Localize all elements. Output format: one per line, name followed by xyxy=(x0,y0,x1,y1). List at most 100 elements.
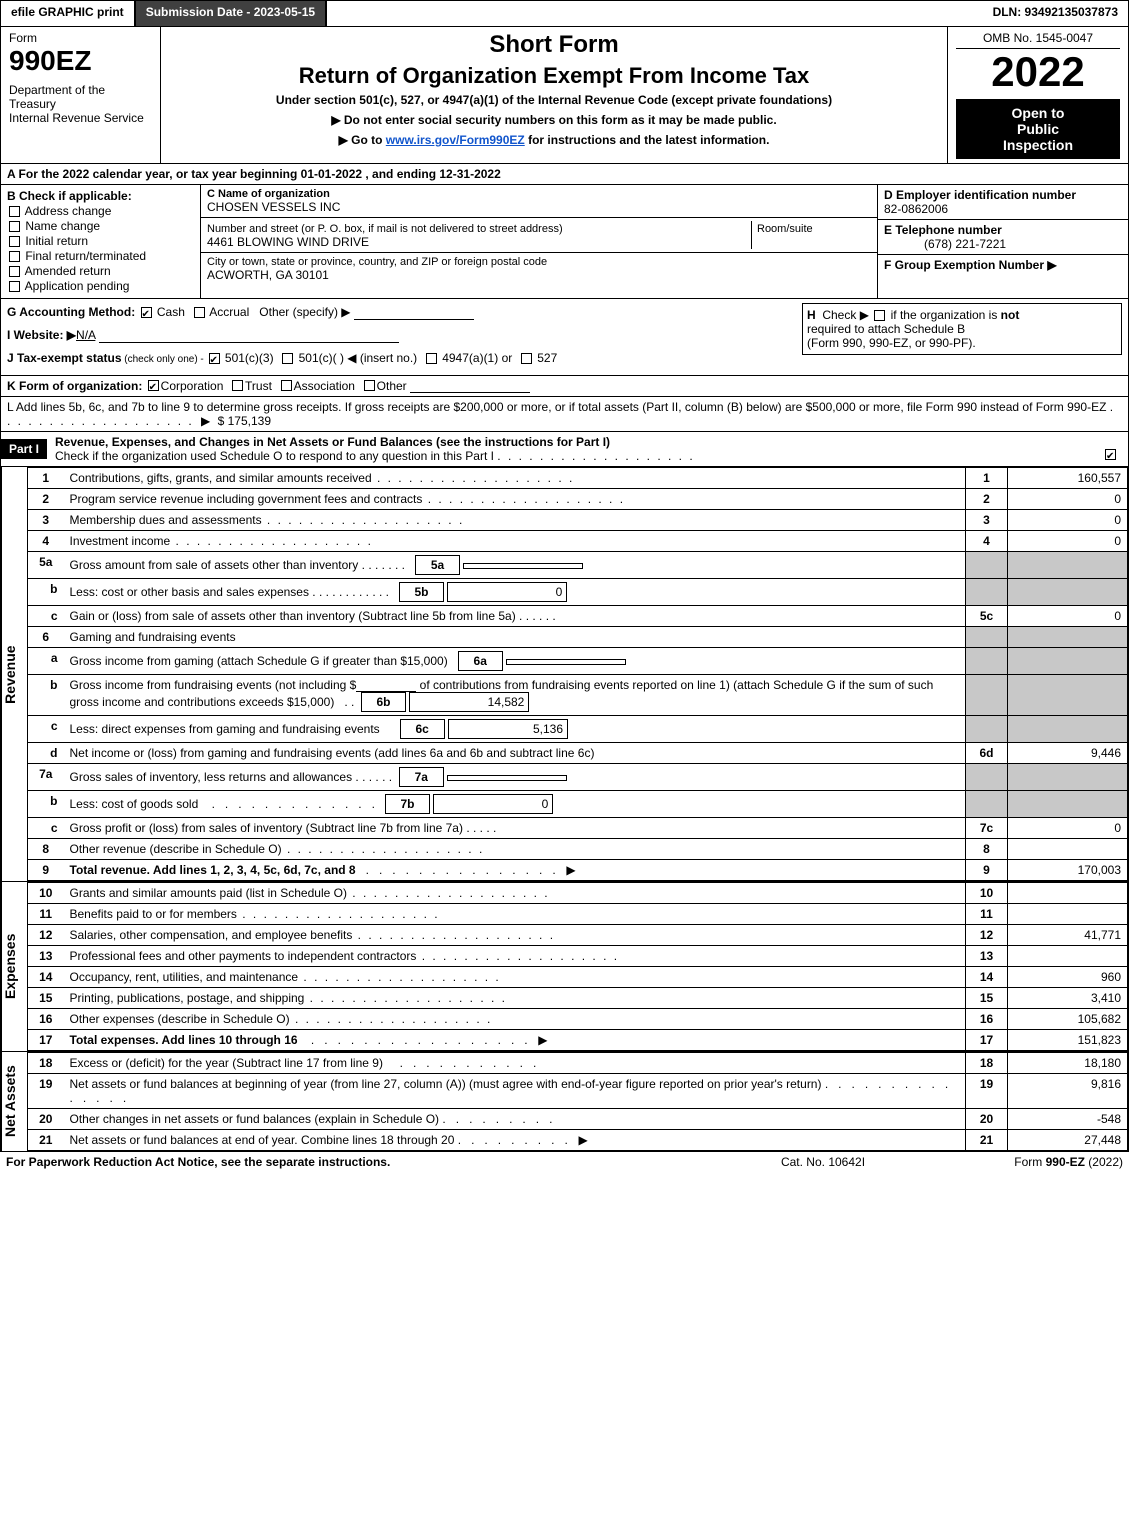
expenses-table: 10Grants and similar amounts paid (list … xyxy=(27,882,1128,1051)
checkbox-other-icon[interactable] xyxy=(364,380,375,391)
checkbox-501c-icon[interactable] xyxy=(282,353,293,364)
public: Public xyxy=(960,121,1116,137)
header-left: Form 990EZ Department of the Treasury In… xyxy=(1,27,161,163)
checkbox-cash-icon[interactable] xyxy=(141,307,152,318)
checkbox-accrual-icon[interactable] xyxy=(194,307,205,318)
b-item-4: Amended return xyxy=(25,264,111,278)
city-state-zip: ACWORTH, GA 30101 xyxy=(207,268,871,282)
ln: 3 xyxy=(28,509,64,530)
checkbox-assoc-icon[interactable] xyxy=(281,380,292,391)
line-1: 1Contributions, gifts, grants, and simil… xyxy=(28,467,1128,488)
txt: Less: cost of goods sold xyxy=(70,797,199,811)
checkbox-527-icon[interactable] xyxy=(521,353,532,364)
inbox: 6c xyxy=(400,719,445,739)
line-21: 21Net assets or fund balances at end of … xyxy=(28,1130,1128,1151)
ln: c xyxy=(28,716,64,743)
txt: Gross income from gaming (attach Schedul… xyxy=(70,654,448,668)
subtitle-2: ▶ Do not enter social security numbers o… xyxy=(169,113,939,127)
footer: For Paperwork Reduction Act Notice, see … xyxy=(0,1152,1129,1172)
val: 960 xyxy=(1008,967,1128,988)
gh-wrap: G Accounting Method: Cash Accrual Other … xyxy=(1,299,1128,376)
col-b: B Check if applicable: Address change Na… xyxy=(1,185,201,298)
ln: b xyxy=(28,791,64,818)
ln: 20 xyxy=(28,1109,64,1130)
val xyxy=(1008,904,1128,925)
arrow-icon xyxy=(534,1033,551,1047)
open-public-box: Open to Public Inspection xyxy=(956,99,1120,159)
line-12: 12Salaries, other compensation, and empl… xyxy=(28,925,1128,946)
val: 0 xyxy=(1008,530,1128,551)
ln: 7a xyxy=(28,764,64,791)
checkbox-501c3-icon[interactable] xyxy=(209,353,220,364)
line-10: 10Grants and similar amounts paid (list … xyxy=(28,883,1128,904)
subtitle-3: ▶ Go to www.irs.gov/Form990EZ for instru… xyxy=(169,133,939,147)
box: 9 xyxy=(966,860,1008,881)
checkbox-icon[interactable] xyxy=(9,266,20,277)
checkbox-icon[interactable] xyxy=(9,281,20,292)
website: N/A xyxy=(76,328,95,342)
b-item-2: Initial return xyxy=(25,234,88,248)
txt: Gross profit or (loss) from sales of inv… xyxy=(70,821,463,835)
checkbox-4947-icon[interactable] xyxy=(426,353,437,364)
part-i-title: Revenue, Expenses, and Changes in Net As… xyxy=(55,435,610,449)
ln: 16 xyxy=(28,1009,64,1030)
header: Form 990EZ Department of the Treasury In… xyxy=(1,27,1128,164)
checkbox-icon[interactable] xyxy=(9,251,20,262)
b-item-3: Final return/terminated xyxy=(25,249,146,263)
checkbox-trust-icon[interactable] xyxy=(232,380,243,391)
box: 3 xyxy=(966,509,1008,530)
checkbox-corp-icon[interactable] xyxy=(148,380,159,391)
ln: b xyxy=(28,578,64,605)
inval: 0 xyxy=(433,794,553,814)
block-b-to-f: B Check if applicable: Address change Na… xyxy=(1,185,1128,299)
department: Department of the Treasury Internal Reve… xyxy=(9,83,152,125)
topbar: efile GRAPHIC print Submission Date - 20… xyxy=(1,1,1128,27)
checkbox-icon[interactable] xyxy=(9,236,20,247)
col-d-e-f: D Employer identification number 82-0862… xyxy=(878,185,1128,298)
i-lead: I Website: ▶ xyxy=(7,328,76,342)
txt: Less: direct expenses from gaming and fu… xyxy=(70,722,380,736)
inbox: 6a xyxy=(458,651,503,671)
pi-dots xyxy=(497,449,694,463)
txt: Net assets or fund balances at end of ye… xyxy=(70,1133,455,1147)
val: -548 xyxy=(1008,1109,1128,1130)
line-4: 4Investment income40 xyxy=(28,530,1128,551)
room-suite-label: Room/suite xyxy=(757,223,813,235)
txt: Gain or (loss) from sale of assets other… xyxy=(70,609,516,623)
inval: 14,582 xyxy=(409,692,529,712)
line-19: 19Net assets or fund balances at beginni… xyxy=(28,1074,1128,1109)
part-i-check-text: Check if the organization used Schedule … xyxy=(55,449,494,463)
b-label: B Check if applicable: xyxy=(7,189,194,203)
inval xyxy=(463,563,583,569)
txt: Net assets or fund balances at beginning… xyxy=(70,1077,822,1091)
val: 3,410 xyxy=(1008,988,1128,1009)
footer-r-pre: Form xyxy=(1014,1155,1045,1169)
chk-address-change: Address change xyxy=(7,204,194,218)
main-title: Return of Organization Exempt From Incom… xyxy=(169,63,939,89)
g-cash: Cash xyxy=(157,305,185,319)
val: 105,682 xyxy=(1008,1009,1128,1030)
checkbox-icon[interactable] xyxy=(9,221,20,232)
val xyxy=(1008,883,1128,904)
line-16: 16Other expenses (describe in Schedule O… xyxy=(28,1009,1128,1030)
ln: 18 xyxy=(28,1053,64,1074)
val xyxy=(1008,839,1128,860)
txt: Gaming and fundraising events xyxy=(64,626,966,647)
checkbox-part-i-icon[interactable] xyxy=(1105,449,1116,460)
checkbox-h-icon[interactable] xyxy=(874,310,885,321)
checkbox-icon[interactable] xyxy=(9,206,20,217)
k-other-blank xyxy=(410,379,530,393)
f-label: F Group Exemption Number ▶ xyxy=(884,258,1057,272)
chk-final-return: Final return/terminated xyxy=(7,249,194,263)
topbar-spacer xyxy=(327,1,982,26)
irs-link[interactable]: www.irs.gov/Form990EZ xyxy=(386,133,525,147)
b-item-0: Address change xyxy=(25,204,112,218)
d-label: D Employer identification number xyxy=(884,188,1076,202)
j-d: 527 xyxy=(537,351,557,365)
box: 1 xyxy=(966,467,1008,488)
b-item-5: Application pending xyxy=(25,279,130,293)
ln: 1 xyxy=(28,467,64,488)
line-2: 2Program service revenue including gover… xyxy=(28,488,1128,509)
ln: 5a xyxy=(28,551,64,578)
short-form-title: Short Form xyxy=(169,31,939,59)
